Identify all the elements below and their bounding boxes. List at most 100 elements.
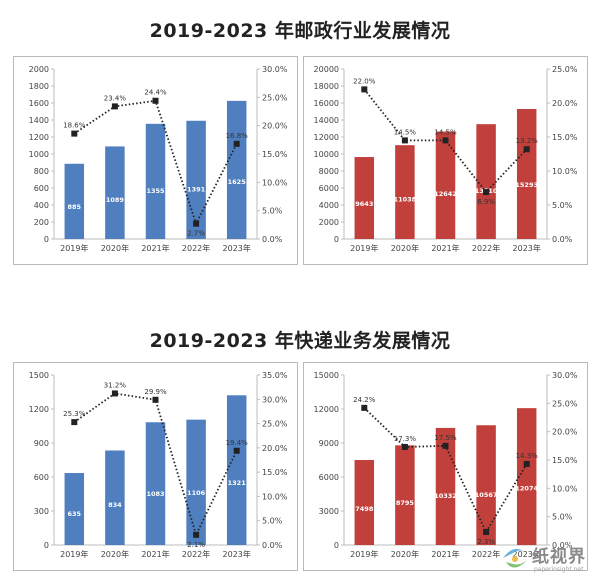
growth-label: 17.5% [434,434,457,442]
bar [145,422,166,545]
category-label: 2019年 [350,549,378,559]
growth-label: 2.1% [187,541,205,549]
growth-point [152,396,159,403]
express-volume-legend: 快递业务量（亿件） [72,375,144,384]
y-tick-label: 1200 [29,405,49,414]
bar-value-label: 885 [68,203,82,211]
growth-point [233,140,240,147]
postal-revenue-panel: 行业业务收入（亿元） 0 2000 4000 6000 8000 10000 12000 14… [303,56,588,265]
y2-tick-label: 20.0% [262,444,288,453]
y2-tick-label: 0.0% [552,235,573,244]
category-label: 2020年 [391,243,419,253]
bar [105,146,125,239]
bar-value-label: 1321 [228,479,247,487]
bar [226,395,247,545]
bar [395,145,415,239]
category-label: 2022年 [182,549,210,559]
y-tick-label: 1000 [29,150,49,159]
growth-point [193,220,200,227]
growth-point [193,531,200,538]
express-revenue-legend: 快递业务收入（亿元） [354,375,434,384]
y-tick-label: 2000 [319,218,339,227]
y-tick-label: 400 [34,201,49,210]
category-label: 2020年 [101,549,129,559]
y-tick-label: 4000 [319,201,339,210]
bar [435,131,456,239]
growth-label: 2.3% [477,538,495,546]
y2-tick-label: 10.0% [552,167,578,176]
bar [145,123,166,239]
y2-tick-label: 30.0% [262,65,288,74]
postal-revenue-legend: 行业业务收入（亿元） [354,70,434,79]
growth-label: 14.3% [516,452,539,460]
y2-tick-label: 10.0% [552,484,578,493]
growth-line [73,392,238,538]
growth-point [111,390,118,397]
growth-label: 24.4% [144,89,167,97]
y2-tick-label: 20.0% [552,99,578,108]
y-tick-label: 6000 [319,184,339,193]
bar-value-label: 8795 [396,499,415,507]
category-label: 2019年 [350,243,378,253]
bar [64,163,85,239]
bar-value-label: 10332 [434,492,457,500]
y2-tick-label: 10.0% [262,492,288,501]
growth-label: 31.2% [104,381,127,389]
y-tick-label: 1600 [29,99,49,108]
y-tick-label: 12000 [314,133,339,142]
category-label: 2023年 [223,243,251,253]
bar [105,450,125,545]
bar-value-label: 635 [68,510,82,518]
y-tick-label: 800 [34,167,49,176]
growth-point [401,443,408,450]
y2-tick-label: 30.0% [262,395,288,404]
growth-point [442,442,449,449]
y-tick-label: 10000 [314,150,339,159]
y-tick-label: 1500 [29,371,49,380]
y2-tick-label: 0.0% [262,541,283,550]
y-tick-label: 1800 [29,82,49,91]
category-label: 2022年 [472,243,500,253]
y2-tick-label: 35.0% [262,371,288,380]
bar [516,109,537,240]
y-tick-label: 15000 [314,371,339,380]
bar-value-label: 1089 [106,196,125,204]
growth-point [483,528,490,535]
growth-point [152,97,159,104]
y-tick-label: 0 [44,541,49,550]
y2-tick-label: 5.0% [552,201,573,210]
express-revenue-panel: 快递业务收入（亿元） 0 3000 6000 9000 12000 15000 0.0% 5.… [303,362,588,571]
bar [476,425,496,545]
growth-label: 16.8% [226,132,249,140]
bar-value-label: 1083 [146,490,164,498]
growth-point [71,419,78,426]
growth-label: 22.0% [353,77,376,85]
category-label: 2020年 [101,243,129,253]
y-tick-label: 6000 [319,473,339,482]
express-revenue-chart: 0 3000 6000 9000 12000 15000 0.0% 5.0% 10.0% 15.0… [314,371,578,559]
bar [354,157,375,239]
growth-point [111,103,118,110]
growth-point [361,86,368,93]
watermark: 纸视界 paperinsight.net [498,540,594,580]
y2-tick-label: 20.0% [552,428,578,437]
y-tick-label: 0 [44,235,49,244]
growth-point [523,146,530,153]
growth-label: 13.2% [516,137,539,145]
y2-tick-label: 25.0% [262,93,288,102]
growth-label: 24.2% [353,396,376,404]
y-tick-label: 12000 [314,405,339,414]
growth-label: 23.4% [104,94,127,102]
y-tick-label: 0 [334,235,339,244]
growth-label: 19.4% [226,439,249,447]
express-volume-chart: 0 300 600 900 1200 1500 0.0% 5.0% 10.0% 15.0% 20.0… [29,371,288,559]
watermark-text: 纸视界 [532,547,586,567]
category-label: 2021年 [431,243,459,253]
y-tick-label: 1200 [29,133,49,142]
y-tick-label: 3000 [319,507,339,516]
bar-value-label: 9643 [355,200,373,208]
y-tick-label: 900 [34,439,49,448]
y2-tick-label: 15.0% [262,150,288,159]
y-tick-label: 9000 [319,439,339,448]
bar-value-label: 12642 [434,190,457,198]
